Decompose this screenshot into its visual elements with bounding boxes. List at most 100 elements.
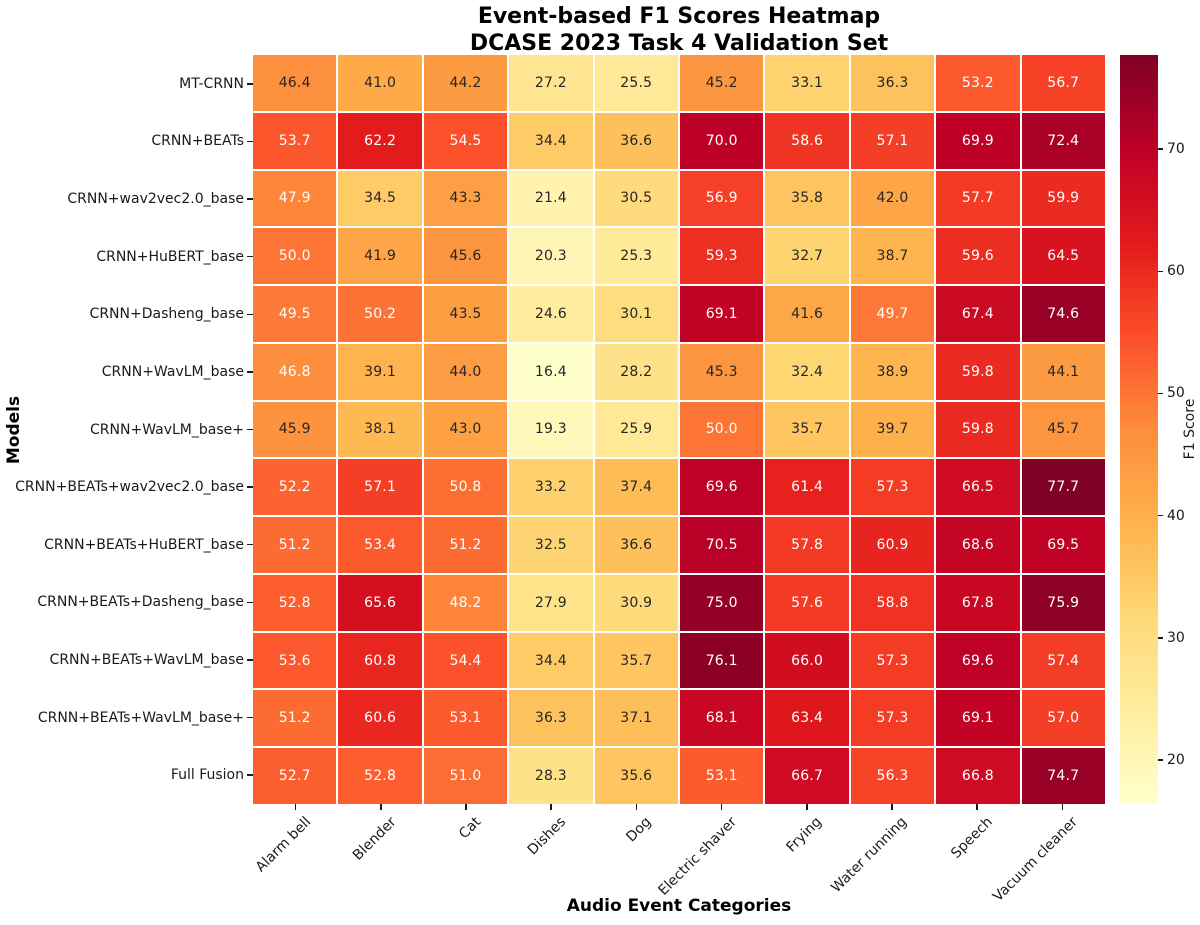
heatmap-cell: 45.3	[680, 343, 764, 400]
heatmap-cell: 57.3	[850, 632, 935, 689]
colorbar-tick-label: 50	[1167, 385, 1185, 402]
heatmap-cell: 53.1	[680, 748, 764, 804]
heatmap-cell: 39.7	[850, 401, 935, 458]
heatmap-cell: 45.9	[253, 401, 337, 458]
heatmap-cell: 41.0	[338, 55, 422, 111]
heatmap-cell: 57.0	[1021, 690, 1105, 747]
x-tick-mark	[635, 804, 638, 810]
heatmap-cell: 25.5	[594, 55, 678, 111]
heatmap-cell: 53.6	[253, 632, 337, 689]
y-tick-mark	[247, 601, 253, 604]
y-tick-mark	[247, 659, 253, 661]
x-tick-mark	[465, 804, 467, 810]
heatmap-cell: 56.7	[1021, 55, 1105, 111]
heatmap-cell: 43.5	[423, 286, 508, 342]
heatmap-cell: 76.1	[680, 632, 764, 689]
heatmap-cell: 68.1	[680, 690, 764, 747]
heatmap-cell: 67.4	[936, 286, 1020, 342]
heatmap-cell: 42.0	[850, 170, 935, 227]
heatmap-cell: 32.5	[509, 517, 593, 573]
heatmap-cell: 24.6	[509, 286, 593, 342]
heatmap-cell: 63.4	[765, 690, 849, 747]
heatmap-cell: 66.8	[936, 748, 1020, 804]
y-tick-mark	[247, 428, 253, 431]
heatmap-cell: 39.1	[338, 343, 422, 400]
heatmap-cell: 53.1	[423, 690, 508, 747]
heatmap-cell: 52.2	[253, 459, 337, 516]
heatmap-cell: 25.9	[594, 401, 678, 458]
x-axis-title: Audio Event Categories	[566, 896, 792, 916]
y-tick-label: CRNN+BEATs+WavLM_base+	[37, 709, 244, 726]
colorbar-tick-mark	[1158, 637, 1163, 639]
heatmap-cell: 59.6	[936, 228, 1020, 285]
heatmap-cell: 68.6	[936, 517, 1020, 573]
heatmap-cell: 77.7	[1021, 459, 1105, 516]
heatmap-cell: 19.3	[509, 401, 593, 458]
heatmap-cell: 51.0	[423, 748, 508, 804]
heatmap-cell: 45.7	[1021, 401, 1105, 458]
heatmap-cell: 36.6	[594, 112, 678, 169]
heatmap-cell: 21.4	[509, 170, 593, 227]
heatmap-cell: 58.8	[850, 574, 935, 631]
heatmap-cell: 52.8	[338, 748, 422, 804]
heatmap-cell: 58.6	[765, 112, 849, 169]
x-tick-label: Electric shaver	[655, 814, 740, 899]
x-tick-label: Cat	[456, 814, 485, 843]
colorbar-tick-label: 30	[1167, 629, 1185, 646]
heatmap-cell: 44.2	[423, 55, 508, 111]
y-tick-label: CRNN+BEATs+HuBERT_base	[44, 536, 244, 553]
heatmap-cell: 69.1	[936, 690, 1020, 747]
heatmap-cell: 53.4	[338, 517, 422, 573]
colorbar-tick-mark	[1158, 514, 1163, 517]
heatmap-cell: 57.7	[936, 170, 1020, 227]
x-tick-mark	[294, 804, 297, 810]
y-tick-mark	[247, 140, 253, 143]
heatmap-cell: 43.3	[423, 170, 508, 227]
heatmap-cell: 34.5	[338, 170, 422, 227]
x-tick-mark	[976, 804, 978, 810]
y-tick-mark	[247, 83, 253, 85]
y-tick-label: CRNN+BEATs+WavLM_base	[49, 651, 244, 668]
x-tick-label: Vacuum cleaner	[989, 814, 1081, 905]
heatmap-cell: 50.0	[253, 228, 337, 285]
heatmap-cell: 57.1	[338, 459, 422, 516]
y-tick-mark	[247, 313, 253, 316]
heatmap-cell: 38.7	[850, 228, 935, 285]
heatmap-cell: 57.1	[850, 112, 935, 169]
heatmap-cell: 60.9	[850, 517, 935, 573]
heatmap-cell: 38.9	[850, 343, 935, 400]
heatmap-cell: 66.7	[765, 748, 849, 804]
y-tick-label: CRNN+wav2vec2.0_base	[67, 191, 244, 208]
heatmap-cell: 35.7	[765, 401, 849, 458]
heatmap-cell: 44.0	[423, 343, 508, 400]
x-tick-label: Dog	[623, 814, 655, 846]
heatmap-cell: 34.4	[509, 632, 593, 689]
y-tick-label: MT-CRNN	[179, 75, 244, 92]
x-tick-mark	[806, 804, 808, 810]
chart-title: Event-based F1 Scores Heatmap DCASE 2023 …	[253, 3, 1105, 57]
heatmap-cell: 53.2	[936, 55, 1020, 111]
heatmap-cell: 69.5	[1021, 517, 1105, 573]
heatmap-cell: 50.2	[338, 286, 422, 342]
heatmap-cell: 33.1	[765, 55, 849, 111]
y-tick-mark	[247, 255, 253, 258]
heatmap-cell: 50.8	[423, 459, 508, 516]
heatmap-cell: 32.7	[765, 228, 849, 285]
heatmap-cell: 46.4	[253, 55, 337, 111]
x-tick-label: Dishes	[525, 814, 570, 859]
colorbar-tick-mark	[1158, 270, 1163, 273]
colorbar-tick-mark	[1158, 759, 1163, 761]
heatmap-cell: 34.4	[509, 112, 593, 169]
heatmap-cell: 36.6	[594, 517, 678, 573]
y-tick-mark	[247, 371, 253, 373]
heatmap-cell: 47.9	[253, 170, 337, 227]
x-tick-label: Alarm bell	[252, 814, 314, 876]
heatmap-cell: 59.9	[1021, 170, 1105, 227]
heatmap-cell: 61.4	[765, 459, 849, 516]
x-tick-label: Blender	[349, 814, 400, 864]
x-tick-mark	[720, 804, 723, 810]
colorbar-tick-label: 60	[1167, 263, 1185, 280]
heatmap-cell: 54.5	[423, 112, 508, 169]
heatmap-cell: 32.4	[765, 343, 849, 400]
heatmap-cell: 36.3	[850, 55, 935, 111]
